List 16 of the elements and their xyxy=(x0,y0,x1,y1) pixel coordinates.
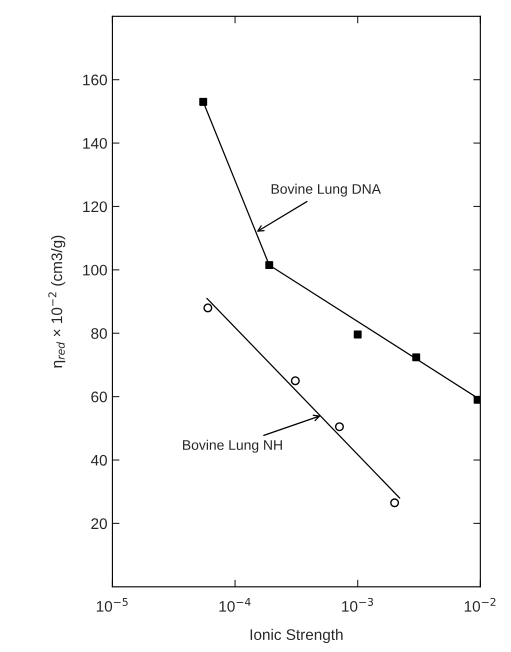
y-tick-label: 160 xyxy=(83,74,107,86)
y-tick-label: 20 xyxy=(91,518,107,530)
y-tick-label: 80 xyxy=(91,328,107,339)
y-tick-label: 60 xyxy=(91,392,107,402)
y-axis-title: η$_{red}$ × 10$^{−2}$ (cm3/g) xyxy=(48,236,66,368)
annotation: Bovine Lung DNA xyxy=(272,184,381,197)
x-tick-label: 10$^{−2}$ xyxy=(464,598,496,612)
y-tick-label: 120 xyxy=(83,201,107,212)
x-tick-label: 10$^{−3}$ xyxy=(342,598,374,612)
y-tick-label: 100 xyxy=(83,264,107,276)
y-tick-label: 40 xyxy=(90,454,107,466)
y-tick-label: 140 xyxy=(83,138,107,149)
annotation: Bovine Lung NH xyxy=(183,440,282,453)
x-tick-label: 10$^{−5}$ xyxy=(96,598,128,612)
x-tick-label: 10$^{−4}$ xyxy=(219,598,251,612)
x-axis-title: Ionic Strength xyxy=(250,628,343,644)
